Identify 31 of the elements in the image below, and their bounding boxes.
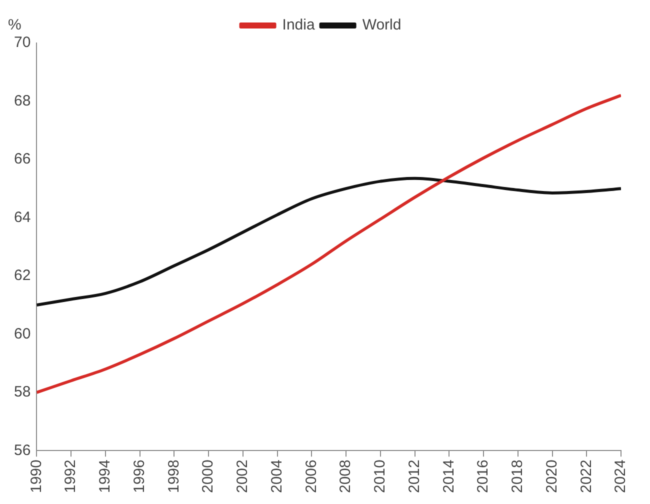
x-tick-label: 2000 [200,460,217,494]
x-tick-label: 1994 [96,460,114,494]
legend-label: World [362,16,402,34]
y-tick-label: 62 [14,267,31,284]
x-tick-label: 2016 [474,460,492,494]
x-tick-label: 2004 [268,460,286,494]
legend-label: India [282,16,316,34]
x-tick-label: 2008 [337,460,354,494]
y-axis-title: % [8,16,22,34]
x-tick-label: 1990 [28,460,45,494]
y-tick-label: 64 [14,208,31,226]
y-tick-label: 68 [14,92,31,110]
x-tick-label: 2006 [302,460,320,494]
x-tick-label: 2022 [578,460,595,494]
x-tick-label: 2018 [509,460,526,494]
y-tick-label: 70 [14,34,31,52]
y-tick-label: 56 [14,442,31,459]
x-tick-label: 1992 [62,460,80,494]
x-tick-label: 2002 [234,460,252,494]
y-tick-label: 58 [14,384,31,401]
y-tick-label: 60 [14,325,31,342]
line-series [36,176,621,307]
line-series [36,94,621,394]
x-tick-label: 1996 [130,460,148,494]
x-tick-label: 1998 [165,460,182,494]
x-tick-label: 2020 [543,460,560,494]
x-tick-label: 2010 [372,460,389,494]
x-tick-label: 2024 [612,460,630,494]
y-tick-label: 66 [14,150,31,168]
x-tick-label: 2012 [406,460,423,494]
x-tick-label: 2014 [440,460,458,494]
